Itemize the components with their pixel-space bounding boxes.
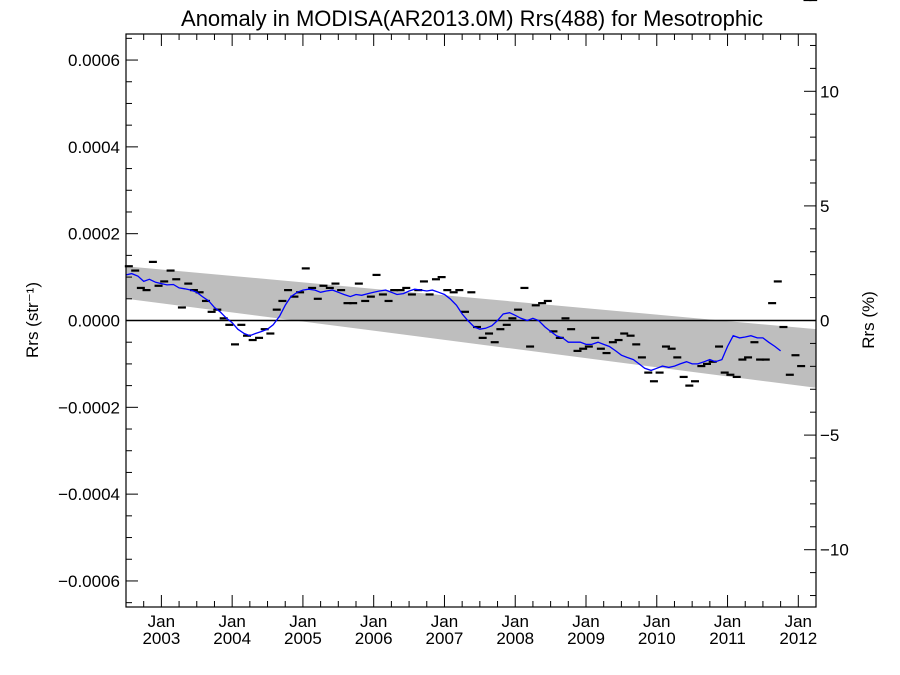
right-y-axis: 10 5 0 −5 −10 (804, 44, 849, 597)
x-tick-label-year: 2006 (355, 629, 393, 648)
right-tick-label: 5 (820, 197, 829, 216)
x-tick-label-year: 2003 (142, 629, 180, 648)
right-tick-label: −10 (820, 541, 849, 560)
x-tick-label-month: Jan (218, 612, 245, 631)
right-axis-label: Rrs (%) (859, 291, 878, 349)
running-mean-layer (125, 272, 782, 372)
left-y-axis: 0.0006 0.0004 0.0002 0.0000 −0.0002 −0.0004 −0… (58, 37, 138, 604)
left-tick-label: −0.0002 (58, 398, 120, 417)
x-tick-label-month: Jan (360, 612, 387, 631)
x-tick-label-year: 2012 (779, 629, 817, 648)
right-tick-label: 10 (820, 82, 839, 101)
x-tick-label-year: 2007 (426, 629, 464, 648)
x-tick-label-month: Jan (431, 612, 458, 631)
left-tick-label: 0.0004 (68, 138, 120, 157)
left-axis-label: Rrs (str⁻¹) (23, 282, 42, 358)
left-tick-label: −0.0006 (58, 572, 120, 591)
x-tick-label-month: Jan (148, 612, 175, 631)
x-tick-label-month: Jan (289, 612, 316, 631)
x-axis: Jan2003Jan2004Jan2005Jan2006Jan2007Jan20… (125, 34, 817, 648)
left-tick-label: −0.0004 (58, 485, 120, 504)
x-tick-label-month: Jan (785, 612, 812, 631)
confidence-band (126, 266, 816, 388)
left-tick-label: 0.0002 (68, 225, 120, 244)
chart-title: Anomaly in MODISA(AR2013.0M) Rrs(488) fo… (181, 6, 763, 31)
left-tick-label: 0.0000 (68, 312, 120, 331)
confidence-band-layer (126, 266, 816, 388)
left-tick-label: 0.0006 (68, 51, 120, 70)
x-tick-label-year: 2010 (638, 629, 676, 648)
x-tick-label-year: 2005 (284, 629, 322, 648)
x-tick-label-year: 2009 (567, 629, 605, 648)
x-tick-label-month: Jan (572, 612, 599, 631)
x-tick-label-year: 2011 (709, 629, 746, 648)
x-tick-label-month: Jan (502, 612, 529, 631)
running-mean-line (125, 272, 782, 372)
x-tick-label-year: 2008 (496, 629, 534, 648)
x-tick-label-month: Jan (643, 612, 670, 631)
x-tick-label-year: 2004 (213, 629, 251, 648)
right-tick-label: −5 (820, 426, 839, 445)
x-tick-label-month: Jan (714, 612, 741, 631)
right-tick-label: 0 (820, 312, 829, 331)
